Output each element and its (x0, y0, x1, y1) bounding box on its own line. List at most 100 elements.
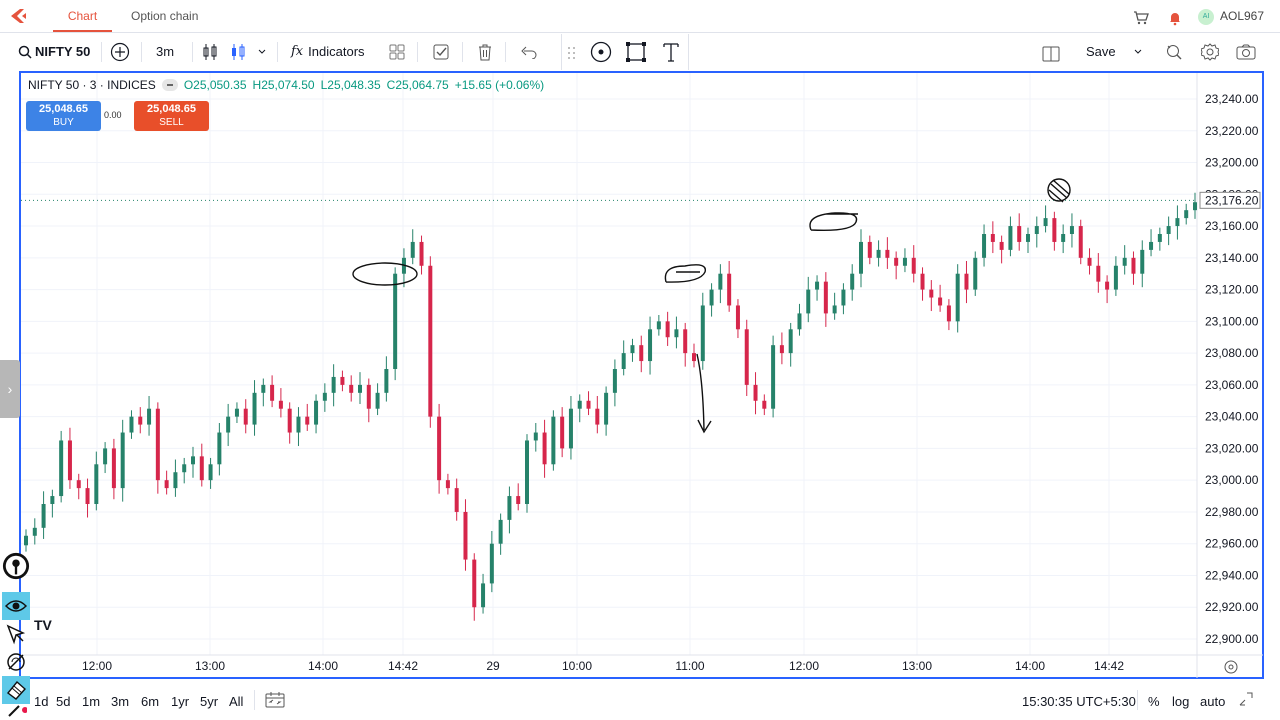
candle (911, 245, 916, 283)
candle (1166, 216, 1171, 246)
drag-handle-icon[interactable] (567, 42, 577, 66)
range-1d[interactable]: 1d (34, 694, 49, 709)
collapse-legend-icon[interactable] (161, 79, 178, 91)
candle-body (955, 273, 960, 322)
candle-body (445, 480, 450, 489)
buy-button[interactable]: 25,048.65 BUY (26, 101, 101, 131)
candle (990, 221, 995, 254)
annotation-ellipse (352, 262, 418, 286)
candle (762, 394, 767, 416)
settings-gear-icon[interactable] (1201, 40, 1219, 64)
candle-body (393, 273, 398, 369)
brand-logo-icon[interactable] (8, 8, 30, 29)
candles (24, 192, 1197, 621)
range-6m[interactable]: 6m (141, 694, 160, 709)
sell-price: 25,048.65 (147, 103, 196, 115)
range-all[interactable]: All (229, 694, 244, 709)
text-tool-icon[interactable] (662, 40, 680, 64)
candle-body (990, 234, 995, 242)
add-symbol-icon[interactable] (110, 40, 130, 64)
candle-body (683, 329, 688, 354)
rectangle-tool-icon[interactable] (625, 40, 647, 64)
candle-body (700, 305, 705, 362)
candle (226, 403, 231, 447)
auto-scale-toggle[interactable]: auto (1200, 694, 1226, 709)
candle-body (498, 519, 503, 544)
candle-body (375, 392, 380, 409)
candle-body (894, 257, 899, 266)
interval-selector[interactable]: 3m (156, 44, 175, 59)
candle (560, 407, 565, 458)
candle-body (1034, 226, 1039, 234)
layout-split-icon[interactable] (1042, 42, 1060, 66)
camera-snapshot-icon[interactable] (1236, 40, 1256, 64)
circle-tool-icon[interactable] (590, 40, 612, 64)
range-3m[interactable]: 3m (111, 694, 130, 709)
notification-bell-icon[interactable] (1167, 2, 1183, 34)
candle (76, 473, 81, 500)
candle-body (692, 353, 696, 362)
chart-type-icon[interactable] (230, 40, 246, 64)
save-options-chevron-icon[interactable] (1133, 40, 1143, 64)
candle-body (850, 273, 855, 290)
candle (463, 499, 468, 571)
user-id: AOL967 (1220, 9, 1265, 23)
trash-icon[interactable] (477, 40, 493, 64)
candle (1122, 245, 1127, 275)
candle-body (358, 384, 362, 393)
candle (270, 375, 275, 408)
chevron-down-icon[interactable] (257, 40, 267, 64)
save-button[interactable]: Save (1086, 44, 1116, 59)
pen-tool-icon[interactable] (2, 702, 30, 720)
axis-settings-icon (1224, 660, 1238, 674)
candle (621, 340, 626, 376)
cursor-pointer-icon[interactable] (2, 620, 30, 648)
candle (489, 531, 494, 593)
hide-disabled-icon[interactable] (2, 648, 30, 676)
eraser-tool-icon[interactable] (2, 676, 30, 704)
alert-check-icon[interactable] (432, 40, 450, 64)
range-1m[interactable]: 1m (82, 694, 101, 709)
range-5d[interactable]: 5d (56, 694, 71, 709)
candle (982, 224, 987, 267)
candle-body (384, 369, 389, 393)
clock-timezone[interactable]: 15:30:35 UTC+5:30 (1022, 694, 1136, 709)
symbol-search[interactable]: NIFTY 50 (18, 40, 90, 64)
candle-body (164, 480, 169, 489)
candle-body (982, 234, 987, 258)
range-1yr[interactable]: 1yr (171, 694, 190, 709)
tab-chart[interactable]: Chart (53, 0, 112, 32)
candle (287, 402, 292, 444)
sell-button[interactable]: 25,048.65 SELL (134, 101, 209, 131)
range-5yr[interactable]: 5yr (200, 694, 219, 709)
templates-grid-icon[interactable] (389, 40, 405, 64)
candle (129, 410, 134, 439)
eye-visibility-icon[interactable] (2, 592, 30, 620)
log-scale-toggle[interactable]: log (1172, 694, 1190, 709)
candle-body (1096, 265, 1101, 282)
chart-pane[interactable] (19, 71, 1264, 679)
undo-icon[interactable] (520, 40, 538, 64)
pin-tool-icon[interactable] (2, 552, 30, 580)
axis-settings-ring (1224, 660, 1238, 674)
candle (973, 251, 978, 296)
candles-style-icon[interactable] (202, 40, 218, 64)
percent-scale-toggle[interactable]: % (1148, 694, 1160, 709)
candle-body (727, 273, 732, 306)
expand-panel-chevron-icon[interactable]: › (0, 360, 20, 418)
candle-body (182, 464, 187, 473)
indicators-button[interactable]: fx Indicators (291, 40, 365, 64)
candle-body (823, 281, 828, 314)
tab-option-chain[interactable]: Option chain (131, 9, 199, 23)
quick-search-icon[interactable] (1165, 40, 1183, 64)
cart-icon[interactable] (1133, 2, 1149, 34)
user-menu[interactable]: AI AOL967 (1198, 0, 1264, 32)
fullscreen-corner-icon[interactable] (1239, 692, 1253, 709)
candle (1193, 192, 1197, 219)
candle (296, 407, 301, 447)
go-to-date-calendar-icon[interactable] (265, 692, 285, 711)
candle (779, 332, 784, 365)
candle-body (24, 535, 28, 546)
candle-body (226, 416, 231, 433)
